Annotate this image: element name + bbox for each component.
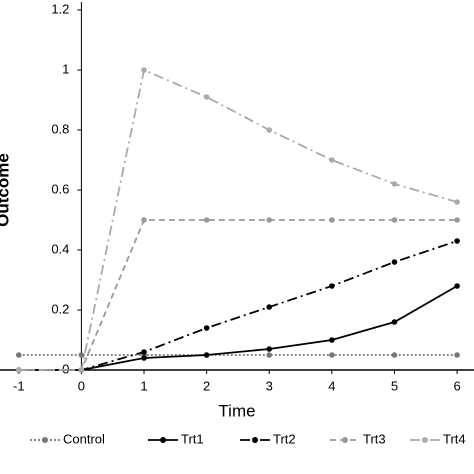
legend-marker (422, 437, 428, 443)
y-tick-label: 0.4 (51, 241, 69, 256)
point (266, 127, 273, 133)
point (141, 355, 147, 361)
y-tick-label: 1.2 (51, 1, 69, 16)
legend-label: Trt1 (181, 431, 204, 446)
series-line (18, 219, 458, 371)
point (141, 349, 147, 355)
point (454, 199, 460, 205)
point (203, 352, 210, 358)
point (203, 94, 210, 100)
point (454, 352, 460, 358)
point (391, 352, 398, 358)
point (329, 157, 335, 163)
y-tick-label: 0.2 (51, 301, 69, 316)
x-tick-label: 4 (328, 378, 335, 393)
point (78, 352, 85, 358)
x-tick-label: 3 (266, 378, 273, 393)
x-tick-label: 2 (203, 378, 210, 393)
legend-label: Trt2 (273, 431, 296, 446)
legend-marker (42, 437, 48, 443)
y-tick-label: 0.6 (51, 181, 69, 196)
point (329, 283, 335, 289)
point (329, 337, 335, 343)
point (141, 217, 147, 223)
point (329, 352, 335, 358)
point (391, 259, 398, 265)
point (15, 367, 22, 373)
point (266, 352, 273, 358)
x-tick-label: 6 (453, 378, 460, 393)
legend-label: Trt4 (443, 431, 466, 446)
y-axis-title: Outcome (0, 153, 12, 227)
point (454, 217, 460, 223)
point (454, 283, 460, 289)
legend-marker (160, 437, 166, 443)
x-axis-title: Time (218, 401, 255, 420)
x-tick-label: 5 (391, 378, 398, 393)
point (15, 352, 22, 358)
y-tick-label: 0 (62, 361, 69, 376)
point (141, 67, 147, 73)
x-tick-label: -1 (13, 378, 25, 393)
point (391, 319, 398, 325)
point (391, 181, 398, 187)
point (329, 217, 335, 223)
legend-marker (252, 437, 258, 443)
legend-label: Control (63, 431, 105, 446)
y-tick-label: 1 (62, 61, 69, 76)
series-line (18, 285, 458, 371)
point (203, 325, 210, 331)
point (78, 367, 85, 373)
x-tick-label: 1 (140, 378, 147, 393)
x-tick-label: 0 (78, 378, 85, 393)
point (266, 346, 273, 352)
point (391, 217, 398, 223)
legend-label: Trt3 (363, 431, 386, 446)
point (203, 217, 210, 223)
point (454, 238, 460, 244)
point (266, 217, 273, 223)
series-line (18, 240, 458, 371)
y-tick-label: 0.8 (51, 121, 69, 136)
point (266, 304, 273, 310)
legend-marker (342, 437, 348, 443)
